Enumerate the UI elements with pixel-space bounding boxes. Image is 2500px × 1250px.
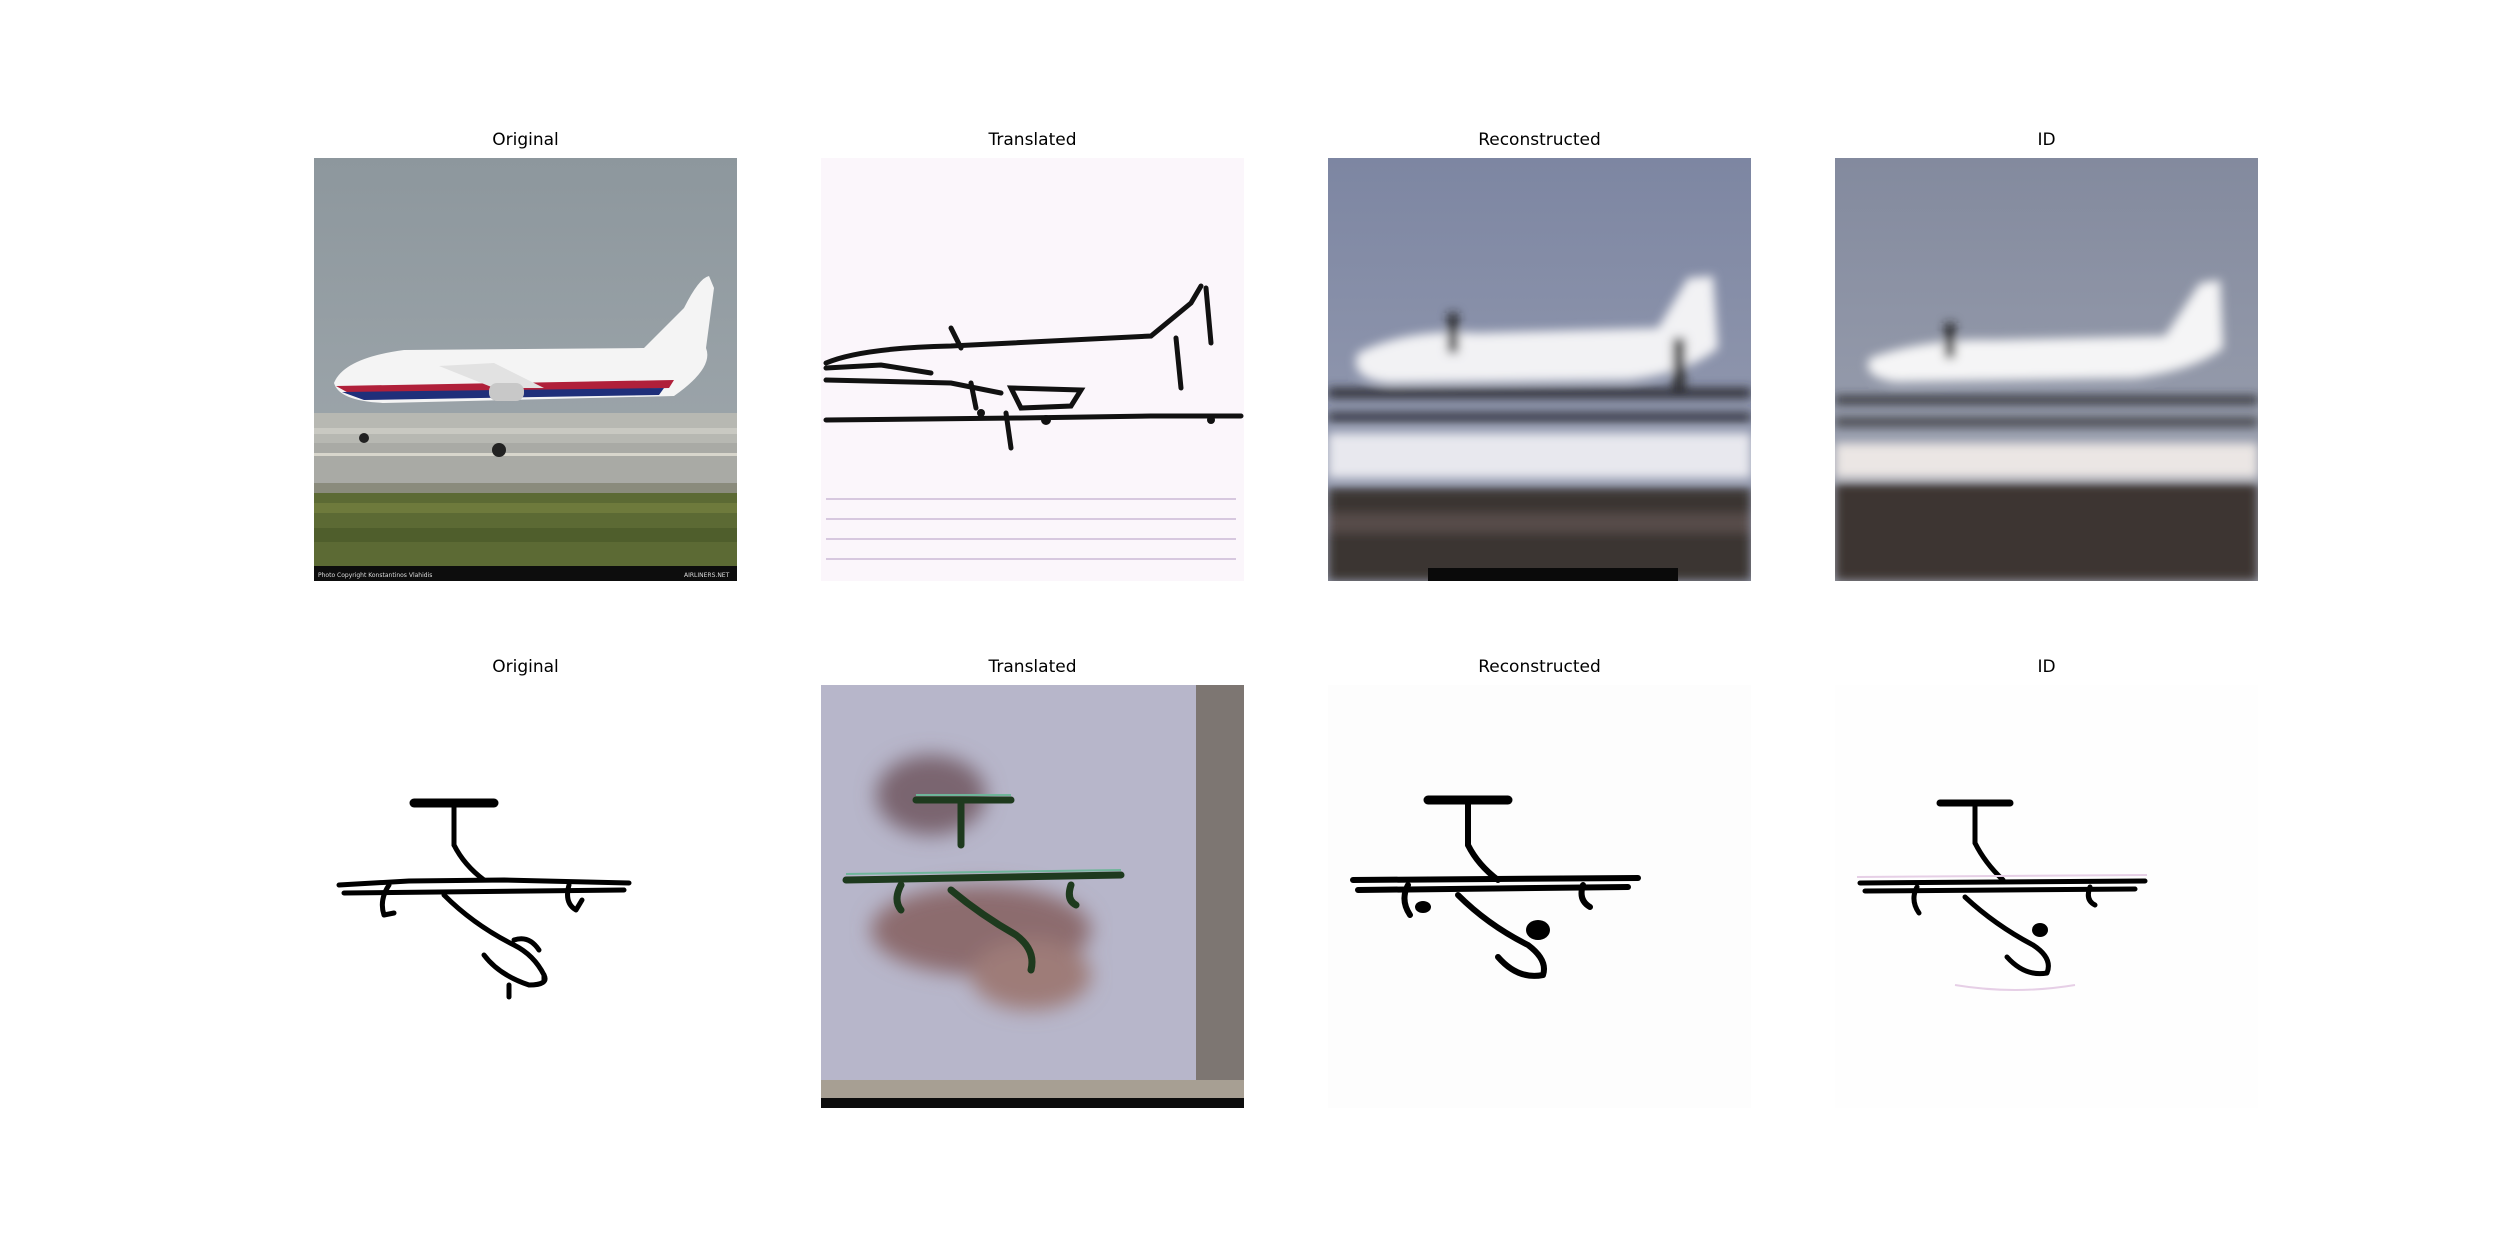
- airliner-photo-image: Photo Copyright Konstantinos Vlahidis AI…: [314, 158, 737, 581]
- propeller-reconstructed-image: [1328, 685, 1751, 1108]
- panel-title: Translated: [988, 657, 1077, 677]
- propeller-sketch-image: [314, 685, 737, 1108]
- watermark-right: AIRLINERS.NET: [684, 572, 730, 579]
- airliner-id-image: [1835, 158, 2258, 581]
- panel-title: ID: [2037, 657, 2056, 677]
- panel-title: ID: [2037, 130, 2056, 150]
- propeller-photo-image: [821, 685, 1244, 1108]
- panel-title: Reconstructed: [1478, 657, 1601, 677]
- airliner-reconstructed-image: [1328, 158, 1751, 581]
- watermark-left: Photo Copyright Konstantinos Vlahidis: [318, 572, 432, 579]
- panel-title: Original: [492, 130, 559, 150]
- panel-title: Reconstructed: [1478, 130, 1601, 150]
- propeller-id-image: [1835, 685, 2258, 1108]
- panel-title: Original: [492, 657, 559, 677]
- airliner-sketch-image: [821, 158, 1244, 581]
- panel-title: Translated: [988, 130, 1077, 150]
